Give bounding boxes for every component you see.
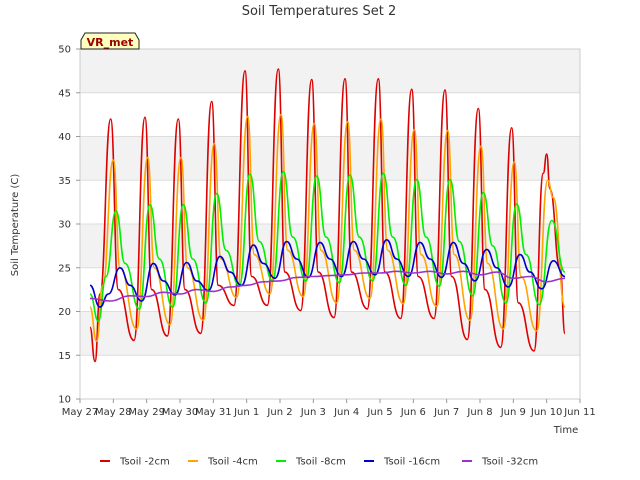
legend-item: Tsoil -8cm	[276, 457, 346, 468]
x-tick-label: Jun 9	[500, 407, 526, 418]
y-tick-label: 20	[58, 307, 71, 318]
grid-band	[80, 49, 580, 93]
grid-bands	[80, 49, 580, 399]
y-axis-label: Soil Temperature (C)	[10, 174, 21, 277]
x-tick-label: May 29	[128, 407, 165, 418]
x-tick-label: Jun 8	[466, 407, 492, 418]
legend-item: Tsoil -2cm	[100, 457, 170, 468]
y-tick-label: 25	[58, 263, 71, 274]
series-line-5	[89, 270, 566, 302]
x-tick-label: May 31	[195, 407, 232, 418]
x-tick-label: Jun 7	[433, 407, 459, 418]
x-tick-label: Jun 5	[366, 407, 392, 418]
series-line-1	[89, 68, 566, 363]
x-tick-label: May 28	[95, 407, 132, 418]
x-tick-label: Jun 2	[266, 407, 292, 418]
chart-title: Soil Temperatures Set 2	[242, 4, 397, 19]
x-tick-label: Jun 3	[300, 407, 326, 418]
y-tick-label: 30	[58, 220, 71, 231]
x-tick-label: May 27	[62, 407, 99, 418]
badge-label: VR_met	[87, 36, 134, 49]
legend-label: Tsoil -2cm	[119, 457, 170, 468]
x-tick-label: Jun 11	[563, 407, 596, 418]
x-tick-label: Jun 1	[233, 407, 259, 418]
series-line-4	[89, 239, 566, 308]
legend-label: Tsoil -4cm	[207, 457, 258, 468]
legend-label: Tsoil -16cm	[383, 457, 440, 468]
series-line-2	[89, 113, 566, 343]
x-tick-label: Jun 6	[400, 407, 426, 418]
y-axis: 10 15 20 25 30 35 40 45 50	[58, 45, 80, 406]
y-tick-label: 40	[58, 132, 71, 143]
series-lines	[89, 68, 566, 363]
x-tick-label: May 30	[162, 407, 199, 418]
y-tick-label: 35	[58, 176, 71, 187]
legend-label: Tsoil -8cm	[295, 457, 346, 468]
legend: Tsoil -2cm Tsoil -4cm Tsoil -8cm Tsoil -16c…	[100, 457, 538, 468]
legend-item: Tsoil -4cm	[188, 457, 258, 468]
legend-item: Tsoil -16cm	[364, 457, 440, 468]
x-tick-label: Jun 10	[530, 407, 563, 418]
grid-band	[80, 311, 580, 356]
y-tick-label: 50	[58, 45, 71, 56]
y-tick-label: 10	[58, 395, 71, 406]
x-axis-label: Time	[553, 425, 578, 436]
vr-met-badge: VR_met	[80, 32, 140, 50]
y-tick-label: 15	[58, 351, 71, 362]
legend-label: Tsoil -32cm	[481, 457, 538, 468]
legend-item: Tsoil -32cm	[462, 457, 538, 468]
x-tick-label: Jun 4	[333, 407, 359, 418]
grid-band	[80, 136, 580, 181]
y-tick-label: 45	[58, 88, 71, 99]
